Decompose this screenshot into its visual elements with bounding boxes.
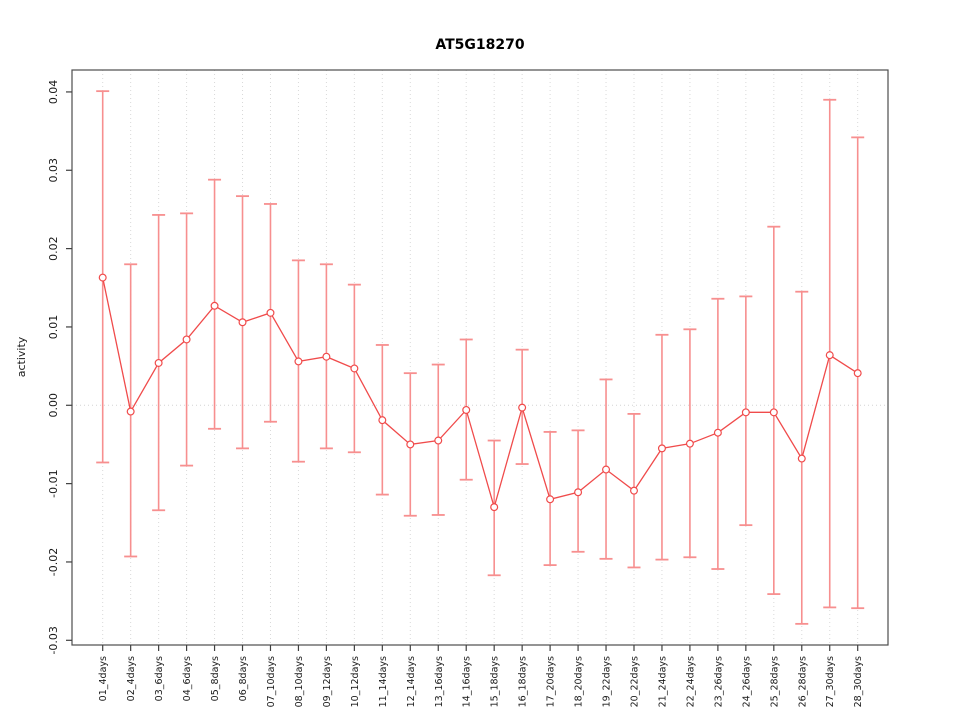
x-tick-label: 02_4days <box>126 656 137 701</box>
plot-box <box>71 69 889 646</box>
data-point-marker <box>126 407 135 416</box>
grid-layer <box>72 70 888 645</box>
data-point-marker <box>518 403 527 412</box>
y-tick-label: 0.03 <box>47 158 60 183</box>
data-point-marker <box>713 428 722 437</box>
errorbar-layer <box>96 90 865 625</box>
x-tick-label: 06_8days <box>238 656 249 701</box>
x-tick-label: 11_14days <box>378 656 389 707</box>
y-tick-label: -0.02 <box>47 548 60 576</box>
data-point-marker <box>350 364 359 373</box>
data-point-marker <box>98 273 107 282</box>
y-tick-label: 0.02 <box>47 236 60 261</box>
data-point-marker <box>741 408 750 417</box>
data-point-marker <box>797 454 806 463</box>
x-tick-label: 27_30days <box>825 656 836 707</box>
x-tick-label: 26_28days <box>797 656 808 707</box>
data-point-marker <box>378 416 387 425</box>
x-tick-label: 23_26days <box>713 656 724 707</box>
chart-title: AT5G18270 <box>435 37 524 53</box>
data-point-marker <box>546 495 555 504</box>
data-point-marker <box>657 444 666 453</box>
x-tick-label: 19_22days <box>602 656 613 707</box>
x-tick-label: 12_14days <box>406 656 417 707</box>
y-tick-label: -0.03 <box>47 626 60 654</box>
x-tick-label: 04_6days <box>182 656 193 701</box>
x-tick-label: 03_6days <box>154 656 165 701</box>
data-point-marker <box>294 357 303 366</box>
data-point-marker <box>182 335 191 344</box>
line-layer <box>102 277 859 510</box>
data-point-marker <box>210 301 219 310</box>
x-tick-label: 09_12days <box>322 656 333 707</box>
data-point-marker <box>322 352 331 361</box>
series-line <box>102 277 859 510</box>
x-tick-label: 15_18days <box>490 656 501 707</box>
data-point-marker <box>629 486 638 495</box>
data-point-marker <box>685 439 694 448</box>
data-point-marker <box>602 465 611 474</box>
data-point-marker <box>490 503 499 512</box>
data-point-marker <box>825 351 834 360</box>
x-tick-label: 20_22days <box>629 656 640 707</box>
x-tick-label: 10_12days <box>350 656 361 707</box>
x-tick-label: 07_10days <box>266 656 277 707</box>
x-tick-label: 17_20days <box>546 656 557 707</box>
x-tick-label: 21_24days <box>657 656 668 707</box>
data-point-marker <box>574 488 583 497</box>
data-point-marker <box>434 436 443 445</box>
x-tick-label: 28_30days <box>853 656 864 707</box>
y-tick-label: 0.00 <box>47 393 60 418</box>
y-tick-label: -0.01 <box>47 469 60 497</box>
x-tick-label: 22_24days <box>685 656 696 707</box>
x-tick-label: 25_28days <box>769 656 780 707</box>
x-tick-label: 24_26days <box>741 656 752 707</box>
x-tick-label: 18_20days <box>574 656 585 707</box>
x-tick-label: 08_10days <box>294 656 305 707</box>
x-tick-label: 13_16days <box>434 656 445 707</box>
x-tick-label: 05_8days <box>210 656 221 701</box>
y-tick-label: 0.04 <box>47 80 60 105</box>
data-point-marker <box>462 405 471 414</box>
x-tick-label: 14_16days <box>462 656 473 707</box>
data-point-marker <box>154 358 163 367</box>
x-tick-label: 01_4days <box>98 656 109 701</box>
y-tick-label: 0.01 <box>47 315 60 340</box>
axis-layer: 0.04 0.03 0.02 0.01 0.00 -0.01 -0.02 -0.03 01_4d… <box>47 69 889 707</box>
x-tick-label: 16_18days <box>518 656 529 707</box>
data-point-marker <box>266 308 275 317</box>
data-point-marker <box>406 440 415 449</box>
data-point-marker <box>238 318 247 327</box>
marker-layer <box>98 273 862 512</box>
data-point-marker <box>853 369 862 378</box>
data-point-marker <box>769 408 778 417</box>
y-axis-label: activity <box>15 336 28 377</box>
